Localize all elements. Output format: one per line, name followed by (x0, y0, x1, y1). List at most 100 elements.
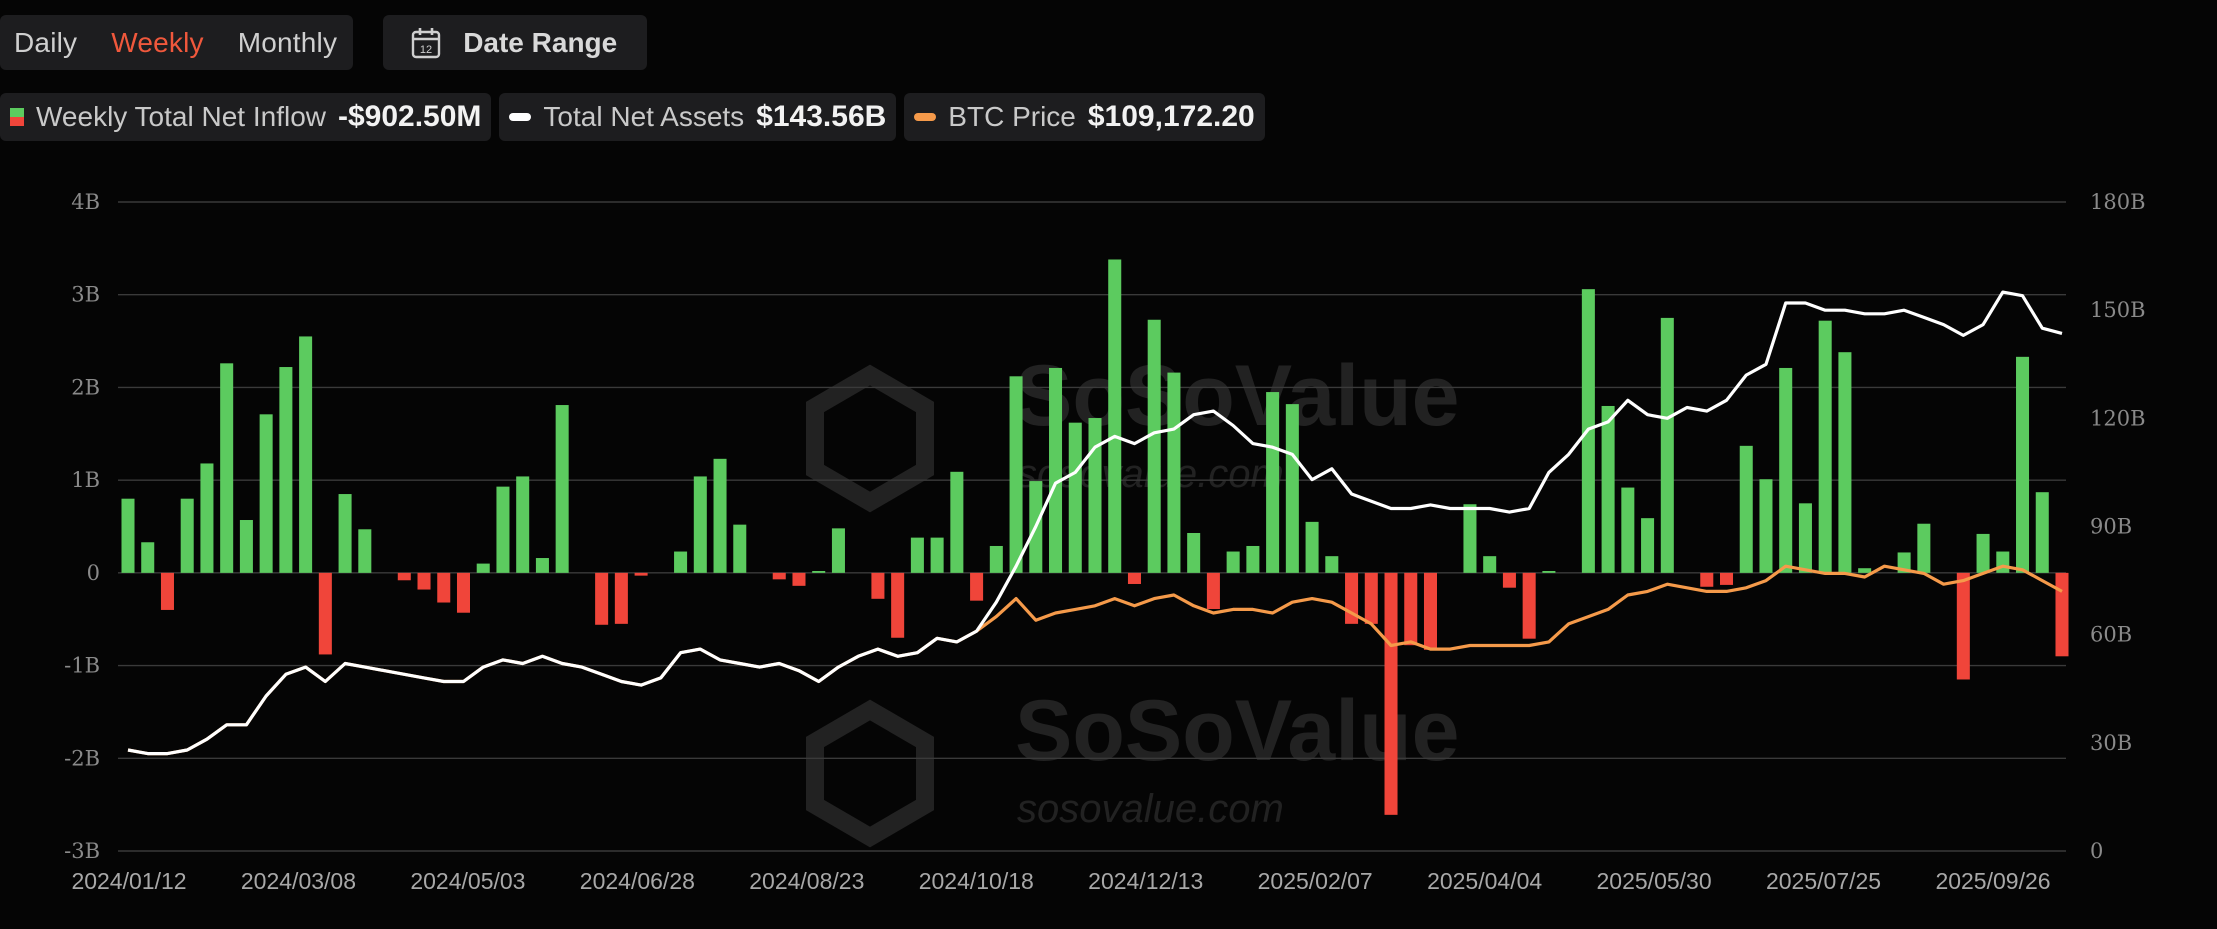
inflow-bar (456, 572, 471, 613)
inflow-bar (1266, 392, 1280, 573)
inflow-bar (476, 563, 490, 573)
inflow-bar (634, 572, 648, 576)
inflow-bar (141, 542, 155, 573)
inflow-bar (1779, 367, 1793, 573)
inflow-bar (1858, 568, 1872, 573)
y-tick-label: 1B (71, 468, 100, 492)
x-tick-label: 2025/05/30 (1597, 868, 1712, 894)
inflow-bar (1956, 572, 1970, 680)
inflow-bar (239, 520, 253, 573)
inflow-bar (259, 414, 273, 573)
inflow-bar (200, 463, 214, 573)
inflow-bar (1108, 259, 1122, 573)
inflow-bar (812, 571, 826, 573)
btc-swatch-icon (914, 113, 937, 121)
inflow-bar (1700, 572, 1714, 587)
y2-tick-label: 30B (2090, 731, 2132, 755)
inflow-bar (397, 572, 411, 581)
inflow-bar (279, 367, 293, 573)
inflow-bar (1463, 504, 1477, 573)
y-tick-label: -2B (64, 746, 100, 770)
inflow-bar (614, 572, 628, 624)
inflow-bar (1226, 551, 1240, 573)
inflow-bar (1325, 556, 1339, 573)
inflow-bar (1976, 533, 1990, 573)
x-tick-label: 2024/01/12 (71, 868, 186, 894)
chart-legend: Weekly Total Net Inflow -$902.50M Total … (0, 93, 1265, 141)
x-axis: 2024/01/12 2024/03/08 2024/05/03 2024/06/28… (71, 868, 2050, 894)
legend-net-assets-value: $143.56B (756, 100, 887, 133)
x-tick-label: 2024/06/28 (580, 868, 695, 894)
inflow-bar (1996, 551, 2010, 573)
x-tick-label: 2024/10/18 (919, 868, 1034, 894)
inflow-bar (595, 572, 609, 625)
y2-tick-label: 120B (2090, 406, 2146, 430)
inflow-bar (772, 572, 786, 580)
inflow-bar (1364, 572, 1378, 624)
legend-net-assets[interactable]: Total Net Assets $143.56B (499, 93, 897, 141)
inflow-swatch-icon (10, 108, 24, 126)
inflow-bar (989, 545, 1003, 573)
inflow-bar (160, 572, 174, 610)
inflow-bar (1483, 556, 1497, 573)
inflow-bar (516, 476, 530, 573)
inflow-bar (1641, 518, 1655, 573)
inflow-bar (1009, 376, 1023, 573)
inflow-bar (358, 529, 372, 573)
inflow-bar (1759, 479, 1773, 573)
legend-net-inflow-label: Weekly Total Net Inflow (36, 101, 326, 132)
inflow-bar (1068, 422, 1082, 573)
inflow-bar (2016, 356, 2030, 573)
inflow-bar (871, 572, 885, 599)
inflow-bar (338, 494, 352, 573)
inflow-bar (417, 572, 431, 590)
period-daily-button[interactable]: Daily (14, 26, 78, 58)
legend-net-inflow[interactable]: Weekly Total Net Inflow -$902.50M (0, 93, 492, 141)
inflow-bar (437, 572, 451, 603)
inflow-bar (121, 498, 135, 573)
legend-btc-price[interactable]: BTC Price $109,172.20 (904, 93, 1265, 141)
x-tick-label: 2024/03/08 (241, 868, 356, 894)
inflow-bar (674, 551, 688, 573)
date-range-button[interactable]: 12 Date Range (383, 15, 648, 70)
legend-btc-price-label: BTC Price (948, 101, 1076, 132)
legend-net-assets-label: Total Net Assets (543, 101, 745, 132)
inflow-bar (1206, 572, 1220, 610)
inflow-bar (1305, 521, 1319, 573)
inflow-bar (555, 405, 569, 573)
calendar-day-number: 12 (420, 44, 432, 56)
legend-btc-price-value: $109,172.20 (1087, 100, 1255, 133)
inflow-bar (1798, 503, 1812, 573)
inflow-bar (1423, 572, 1438, 650)
right-axis: 180B 150B 120B 90B 60B 30B 0 (2090, 190, 2146, 863)
inflow-bar (1917, 523, 1931, 573)
inflow-bar (1167, 372, 1181, 573)
watermark: SoSoValuesosovalue.comSoSoValuesosovalue… (806, 348, 1460, 848)
y-tick-label: 4B (71, 190, 100, 214)
inflow-bar (950, 471, 964, 573)
inflow-bars (121, 259, 2069, 815)
sosovalue-logo-icon (806, 699, 934, 848)
inflow-bar (1187, 532, 1201, 573)
inflow-bar (299, 336, 313, 573)
inflow-bar (831, 528, 845, 573)
inflow-bar (1621, 487, 1635, 573)
inflow-bar (1660, 317, 1674, 573)
inflow-bar (1088, 418, 1102, 573)
y2-tick-label: 60B (2090, 623, 2132, 647)
inflow-bar (535, 558, 549, 573)
assets-swatch-icon (509, 113, 532, 121)
watermark-site: sosovalue.com (1017, 787, 1284, 831)
inflow-bar (2055, 572, 2069, 657)
inflow-bar (220, 363, 234, 573)
x-tick-label: 2024/05/03 (410, 868, 525, 894)
period-weekly-button[interactable]: Weekly (111, 26, 204, 58)
x-tick-label: 2025/02/07 (1258, 868, 1373, 894)
inflow-bar (910, 537, 924, 573)
inflow-bar (1127, 572, 1141, 584)
x-tick-label: 2024/08/23 (749, 868, 864, 894)
period-monthly-button[interactable]: Monthly (237, 26, 338, 58)
inflow-bar (1246, 545, 1260, 573)
inflow-bar (792, 572, 806, 586)
